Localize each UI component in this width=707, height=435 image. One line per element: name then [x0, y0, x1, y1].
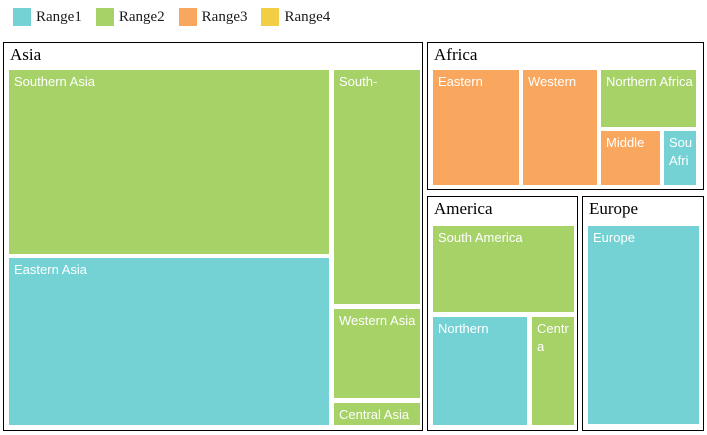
cell-label: Centra	[537, 321, 569, 354]
cell-eastern-africa[interactable]: Eastern	[433, 70, 519, 185]
cell-label: Sou Afri	[669, 135, 693, 168]
cell-label: Western Asia	[339, 313, 416, 328]
cell-label: Central Asia	[339, 407, 410, 422]
cell-central-asia[interactable]: Central Asia	[334, 403, 420, 425]
legend-label-range3: Range3	[201, 9, 248, 25]
cell-label: Europe	[593, 230, 635, 245]
legend-item-range3[interactable]: Range3	[178, 8, 248, 26]
legend-item-range1[interactable]: Range1	[13, 8, 82, 26]
cell-label: South America	[438, 230, 523, 245]
legend-swatch-range4-icon	[261, 8, 280, 26]
legend-swatch-range3-icon	[178, 8, 197, 26]
cell-middle-africa[interactable]: Middle	[601, 131, 660, 185]
group-panel-asia: Asia Southern Asia Eastern Asia South- W…	[3, 42, 423, 431]
cell-label: Eastern	[438, 74, 483, 89]
legend: Range1 Range2 Range3 Range4	[13, 8, 330, 26]
cell-label: Southern Asia	[14, 74, 95, 89]
cell-central-america[interactable]: Centra	[532, 317, 574, 425]
group-title-europe: Europe	[589, 199, 639, 218]
group-panel-america: America South America Northern Centra	[427, 196, 578, 431]
cell-south-america[interactable]: South America	[433, 226, 574, 312]
legend-label-range4: Range4	[284, 9, 331, 25]
cell-label: Western	[528, 74, 577, 89]
cell-western-africa[interactable]: Western	[523, 70, 597, 185]
legend-label-range1: Range1	[36, 9, 82, 25]
cell-south-eastern-asia[interactable]: South-	[334, 70, 420, 304]
cell-label: South-	[339, 74, 378, 89]
group-title-america: America	[434, 199, 493, 218]
cell-label: Northern	[438, 321, 489, 336]
legend-label-range2: Range2	[118, 9, 165, 25]
cell-south-africa[interactable]: Sou Afri	[664, 131, 696, 185]
group-title-asia: Asia	[10, 45, 42, 64]
cell-europe[interactable]: Europe	[588, 226, 699, 424]
legend-item-range2[interactable]: Range2	[95, 8, 165, 26]
cell-northern-africa[interactable]: Northern Africa	[601, 70, 696, 127]
group-panel-africa: Africa Eastern Western Northern Africa M…	[427, 42, 704, 190]
cell-northern-america[interactable]: Northern	[433, 317, 527, 425]
cell-label: Northern Africa	[606, 74, 693, 89]
cell-label: Middle	[606, 135, 645, 150]
legend-swatch-range1-icon	[13, 8, 31, 26]
cell-label: Eastern Asia	[14, 262, 87, 277]
legend-item-range4[interactable]: Range4	[261, 8, 330, 26]
group-panel-europe: Europe Europe	[582, 196, 704, 431]
legend-swatch-range2-icon	[95, 8, 114, 26]
group-title-africa: Africa	[434, 45, 478, 64]
cell-eastern-asia[interactable]: Eastern Asia	[9, 258, 329, 425]
cell-western-asia[interactable]: Western Asia	[334, 309, 420, 398]
cell-southern-asia[interactable]: Southern Asia	[9, 70, 329, 254]
